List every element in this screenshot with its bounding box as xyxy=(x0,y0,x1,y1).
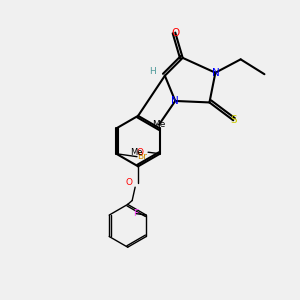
Text: O: O xyxy=(136,148,144,157)
Text: F: F xyxy=(133,209,138,218)
Text: O: O xyxy=(126,178,133,187)
Text: O: O xyxy=(171,28,179,38)
Text: H: H xyxy=(150,67,156,76)
Text: Br: Br xyxy=(137,152,147,161)
Text: N: N xyxy=(171,96,179,106)
Text: N: N xyxy=(212,68,219,78)
Text: Me: Me xyxy=(130,148,143,157)
Text: S: S xyxy=(230,115,236,125)
Text: Me: Me xyxy=(152,120,166,129)
